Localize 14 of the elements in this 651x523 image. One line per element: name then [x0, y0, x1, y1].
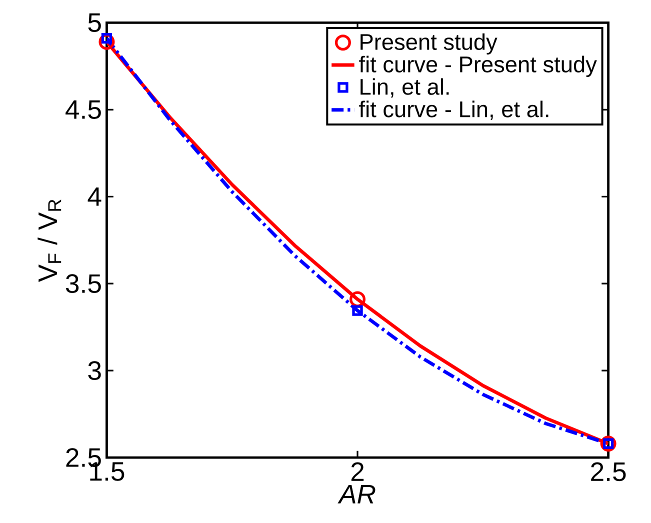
y-tick-label: 4.5	[66, 100, 101, 119]
legend-label: Present study	[360, 33, 498, 55]
y-tick-label: 5	[88, 13, 101, 32]
y-tick-label: 3.5	[66, 274, 101, 294]
legend-label: fit curve - Lin, et al.	[359, 100, 548, 120]
x-tick-label: 2	[351, 462, 364, 481]
x-axis-title: AR	[338, 485, 376, 504]
y-tick-label: 3	[88, 361, 101, 380]
legend-label: Lin, et al.	[360, 78, 449, 98]
y-axis-title: V$_{F}$ / V$_{R}$	[38, 200, 62, 282]
legend-label: fit curve - Present study	[359, 56, 597, 77]
y-tick-label: 4	[88, 187, 102, 206]
point	[352, 305, 363, 316]
x-tick-label: 2.5	[591, 462, 626, 482]
